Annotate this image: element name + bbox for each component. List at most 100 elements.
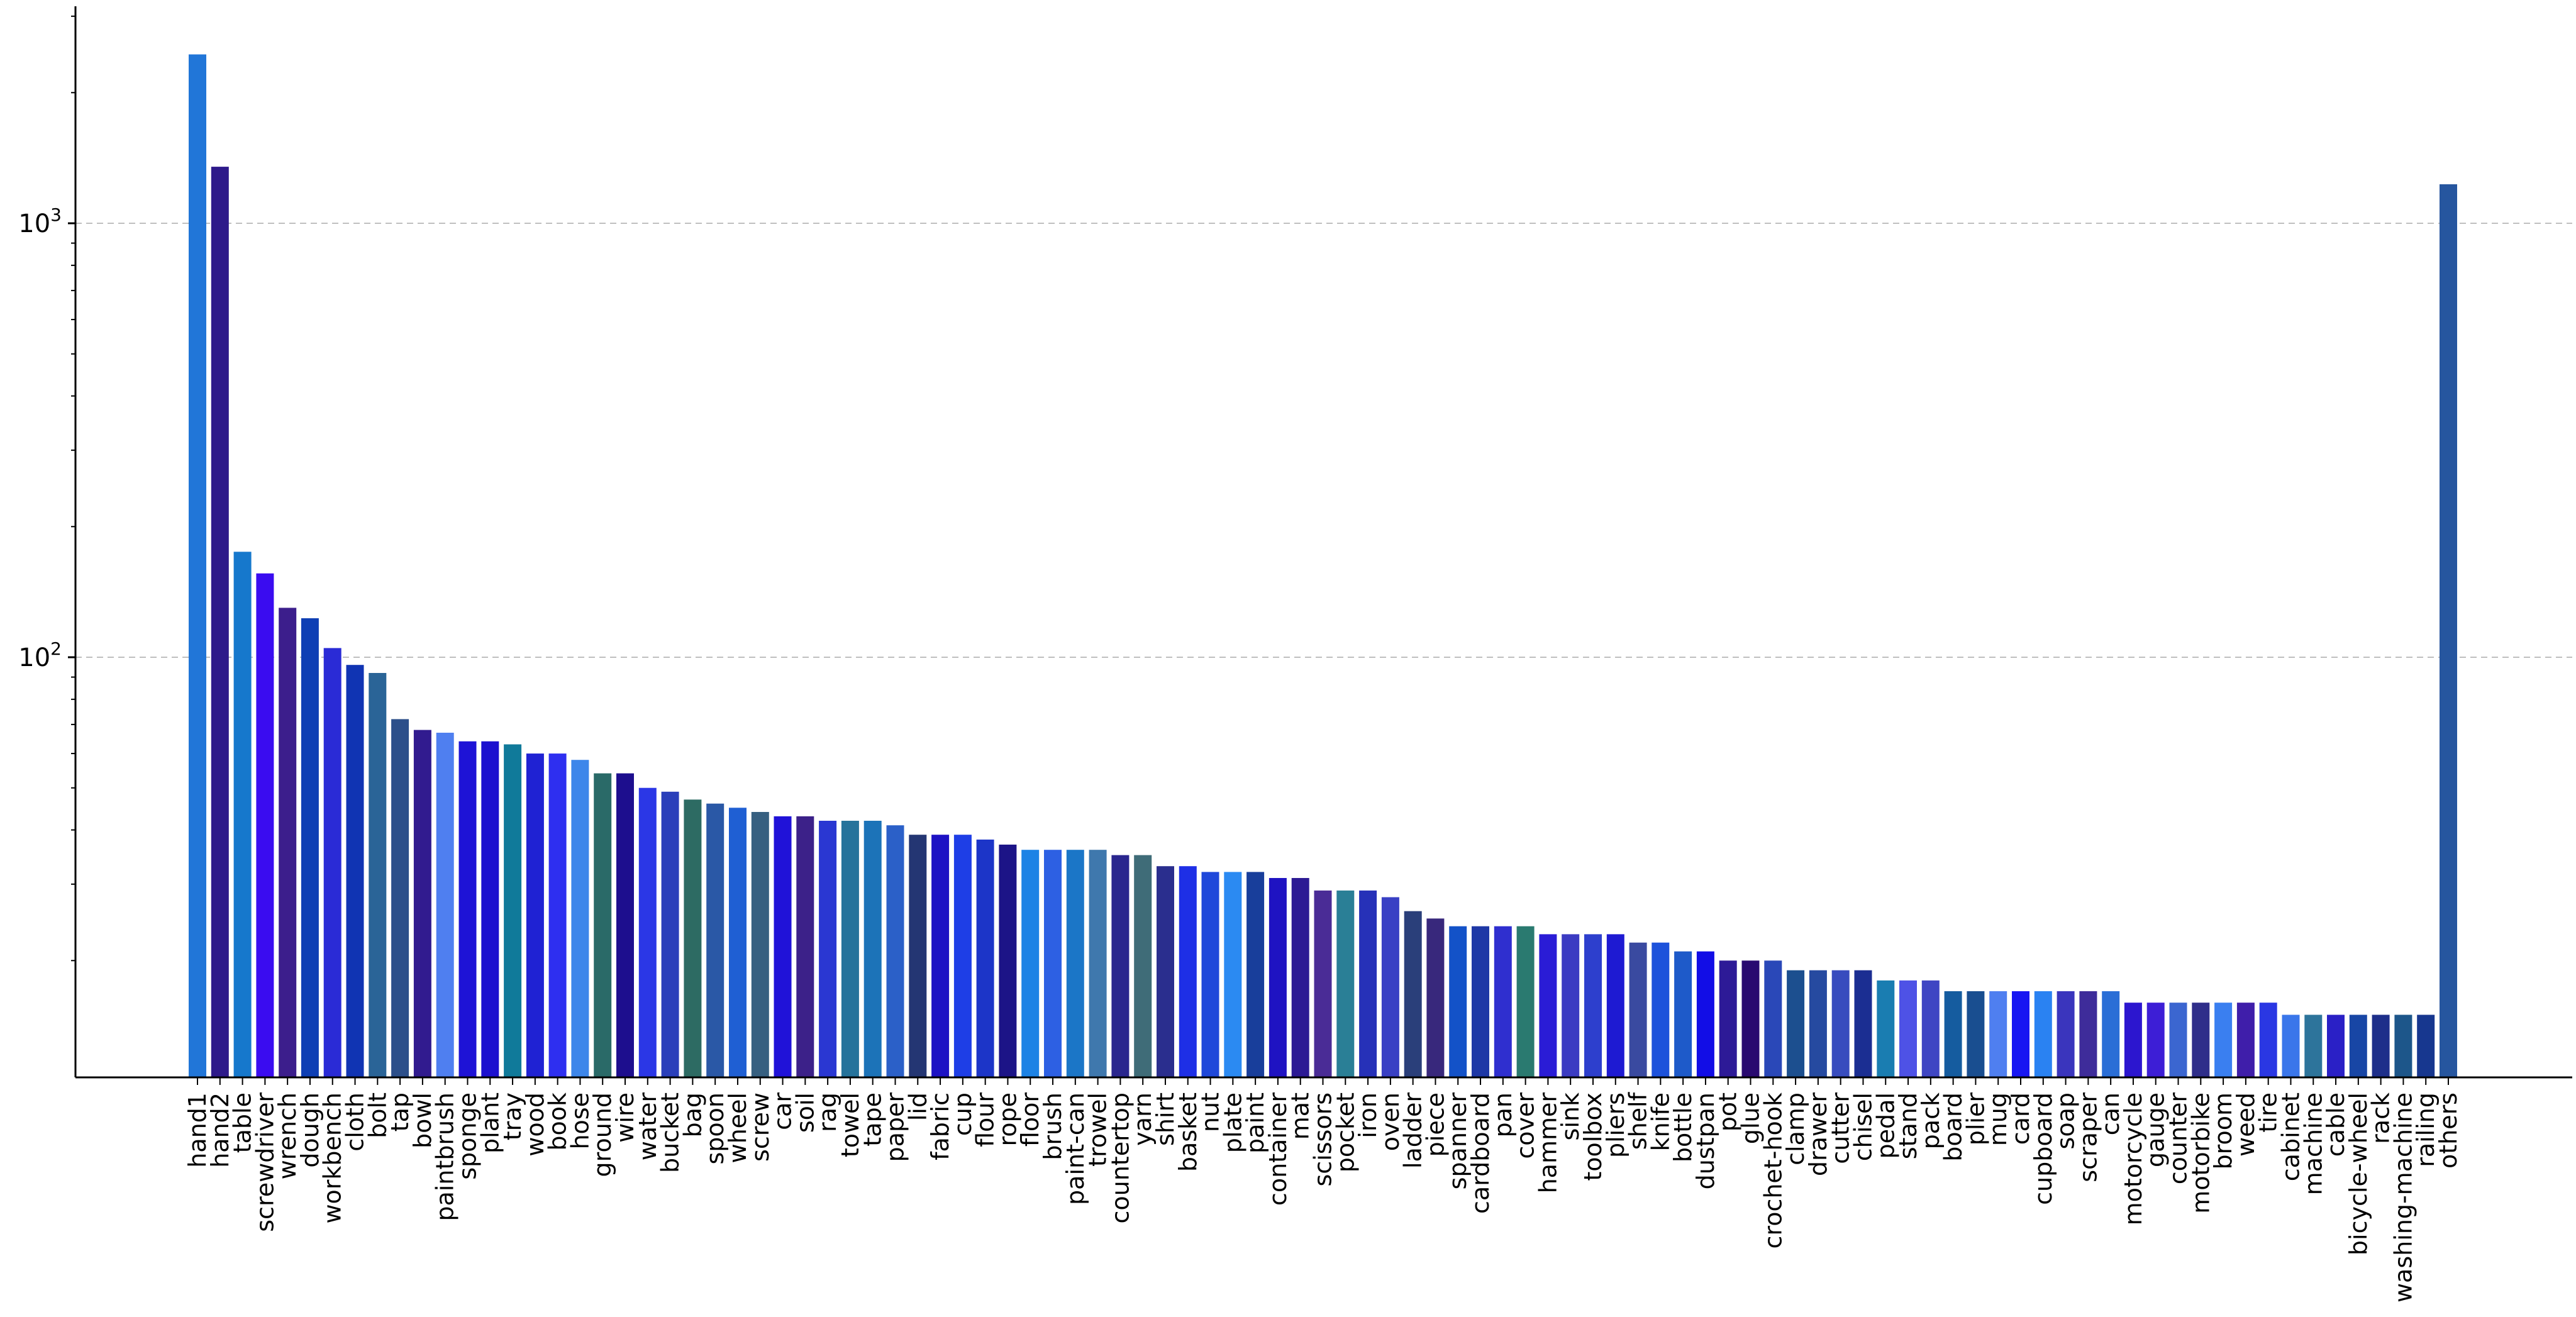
x-tick-label: trowel xyxy=(1084,1092,1112,1167)
bar-bolt xyxy=(369,673,387,1077)
bar-mat xyxy=(1291,878,1309,1077)
bar-nut xyxy=(1201,872,1219,1077)
x-tick-label: tire xyxy=(2255,1092,2282,1133)
x-tick-label: stand xyxy=(1894,1092,1922,1159)
bar-ground xyxy=(594,773,612,1077)
x-tick-label: water xyxy=(634,1092,662,1161)
bar-cardboard xyxy=(1472,926,1489,1077)
x-tick-label: pliers xyxy=(1602,1092,1629,1158)
x-tick-label: oven xyxy=(1377,1092,1404,1151)
bar-tray xyxy=(504,744,522,1077)
bar-plate xyxy=(1224,872,1242,1077)
x-tick-label: dough xyxy=(296,1092,324,1168)
bar-lid xyxy=(909,835,927,1077)
x-tick-label: screw xyxy=(747,1092,774,1162)
x-tick-label: bag xyxy=(679,1092,706,1138)
x-tick-label: countertop xyxy=(1106,1092,1134,1223)
x-tick-label: paper xyxy=(881,1092,909,1162)
x-tick-label: machine xyxy=(2299,1092,2327,1195)
bar-pocket xyxy=(1336,890,1355,1077)
x-tick-label: nut xyxy=(1197,1092,1224,1132)
bar-countertop xyxy=(1111,855,1130,1077)
bar-soil xyxy=(796,816,814,1077)
x-tick-label: fabric xyxy=(926,1092,954,1160)
x-tick-labels: hand1hand2tablescrewdriverwrenchdoughwor… xyxy=(184,1077,2462,1303)
bar-mug xyxy=(1989,991,2007,1077)
x-tick-label: pan xyxy=(1489,1092,1517,1138)
x-tick-label: tap xyxy=(386,1092,414,1131)
x-tick-label: glue xyxy=(1737,1092,1765,1144)
bar-hose xyxy=(571,760,589,1077)
bar-ladder xyxy=(1404,911,1422,1077)
bar-cupboard xyxy=(2034,991,2052,1077)
bar-piece xyxy=(1426,918,1445,1077)
bar-brush xyxy=(1044,850,1062,1077)
x-tick-label: chisel xyxy=(1849,1092,1877,1161)
x-tick-label: ladder xyxy=(1399,1092,1427,1169)
x-tick-label: gauge xyxy=(2142,1092,2170,1167)
bar-pan xyxy=(1494,926,1512,1077)
x-tick-label: lid xyxy=(904,1092,931,1121)
bar-screwdriver xyxy=(256,573,274,1077)
bar-motorcycle xyxy=(2124,1003,2142,1077)
x-tick-label: tray xyxy=(499,1092,526,1140)
x-tick-label: cover xyxy=(1512,1092,1540,1159)
bar-cutter xyxy=(1831,970,1850,1077)
x-tick-label: bucket xyxy=(657,1092,684,1173)
x-tick-label: bicycle-wheel xyxy=(2345,1092,2372,1255)
y-tick-label: 102 xyxy=(18,638,62,672)
x-tick-label: crochet-hook xyxy=(1759,1092,1787,1248)
x-tick-label: bowl xyxy=(409,1092,436,1148)
x-tick-label: paintbrush xyxy=(431,1092,459,1221)
x-tick-label: car xyxy=(769,1092,797,1130)
bar-rag xyxy=(819,821,837,1077)
x-tick-label: bolt xyxy=(364,1092,391,1138)
bar-rack xyxy=(2372,1014,2390,1077)
bar-board xyxy=(1944,991,1962,1077)
bar-hand2 xyxy=(211,167,229,1078)
x-tick-label: soil xyxy=(791,1092,819,1133)
bar-pliers xyxy=(1606,934,1624,1077)
bar-sponge xyxy=(458,741,477,1077)
bar-pedal xyxy=(1877,980,1895,1077)
x-tick-label: pocket xyxy=(1331,1092,1359,1172)
bar-washing-machine xyxy=(2394,1014,2412,1077)
x-tick-label: table xyxy=(229,1092,257,1153)
x-tick-label: hose xyxy=(566,1092,594,1150)
x-tick-label: motorcycle xyxy=(2119,1092,2147,1225)
y-tick-label: 103 xyxy=(18,204,62,238)
bar-tap xyxy=(391,719,409,1077)
bar-card xyxy=(2012,991,2029,1077)
bar-wire xyxy=(616,773,634,1077)
bar-screw xyxy=(751,812,769,1077)
x-tick-label: wire xyxy=(611,1092,639,1143)
bar-towel xyxy=(841,821,859,1077)
x-tick-label: washing-machine xyxy=(2389,1092,2417,1303)
x-tick-label: knife xyxy=(1646,1092,1674,1151)
x-tick-label: hand1 xyxy=(184,1092,211,1168)
bar-motorbike xyxy=(2192,1003,2210,1077)
x-tick-label: cupboard xyxy=(2029,1092,2057,1205)
bar-bicycle-wheel xyxy=(2349,1014,2367,1077)
x-tick-label: toolbox xyxy=(1579,1092,1607,1181)
bar-wheel xyxy=(729,808,747,1077)
x-tick-label: counter xyxy=(2165,1092,2192,1185)
bar-hammer xyxy=(1539,934,1557,1077)
x-tick-label: shirt xyxy=(1152,1092,1179,1146)
bar-car xyxy=(774,816,792,1077)
x-tick-label: spoon xyxy=(701,1092,729,1165)
bar-counter xyxy=(2169,1003,2187,1077)
bar-glue xyxy=(1741,960,1760,1077)
x-tick-label: motorbike xyxy=(2187,1092,2214,1214)
x-tick-label: cardboard xyxy=(1467,1092,1494,1214)
bar-machine xyxy=(2304,1014,2323,1077)
bar-shelf xyxy=(1629,942,1647,1077)
bar-railing xyxy=(2417,1014,2435,1077)
x-tick-label: rope xyxy=(994,1092,1021,1147)
bar-can xyxy=(2102,991,2120,1077)
bar-wrench xyxy=(279,608,297,1077)
x-tick-label: card xyxy=(2007,1092,2035,1145)
x-tick-label: plant xyxy=(476,1092,504,1153)
bar-cable xyxy=(2327,1014,2345,1077)
